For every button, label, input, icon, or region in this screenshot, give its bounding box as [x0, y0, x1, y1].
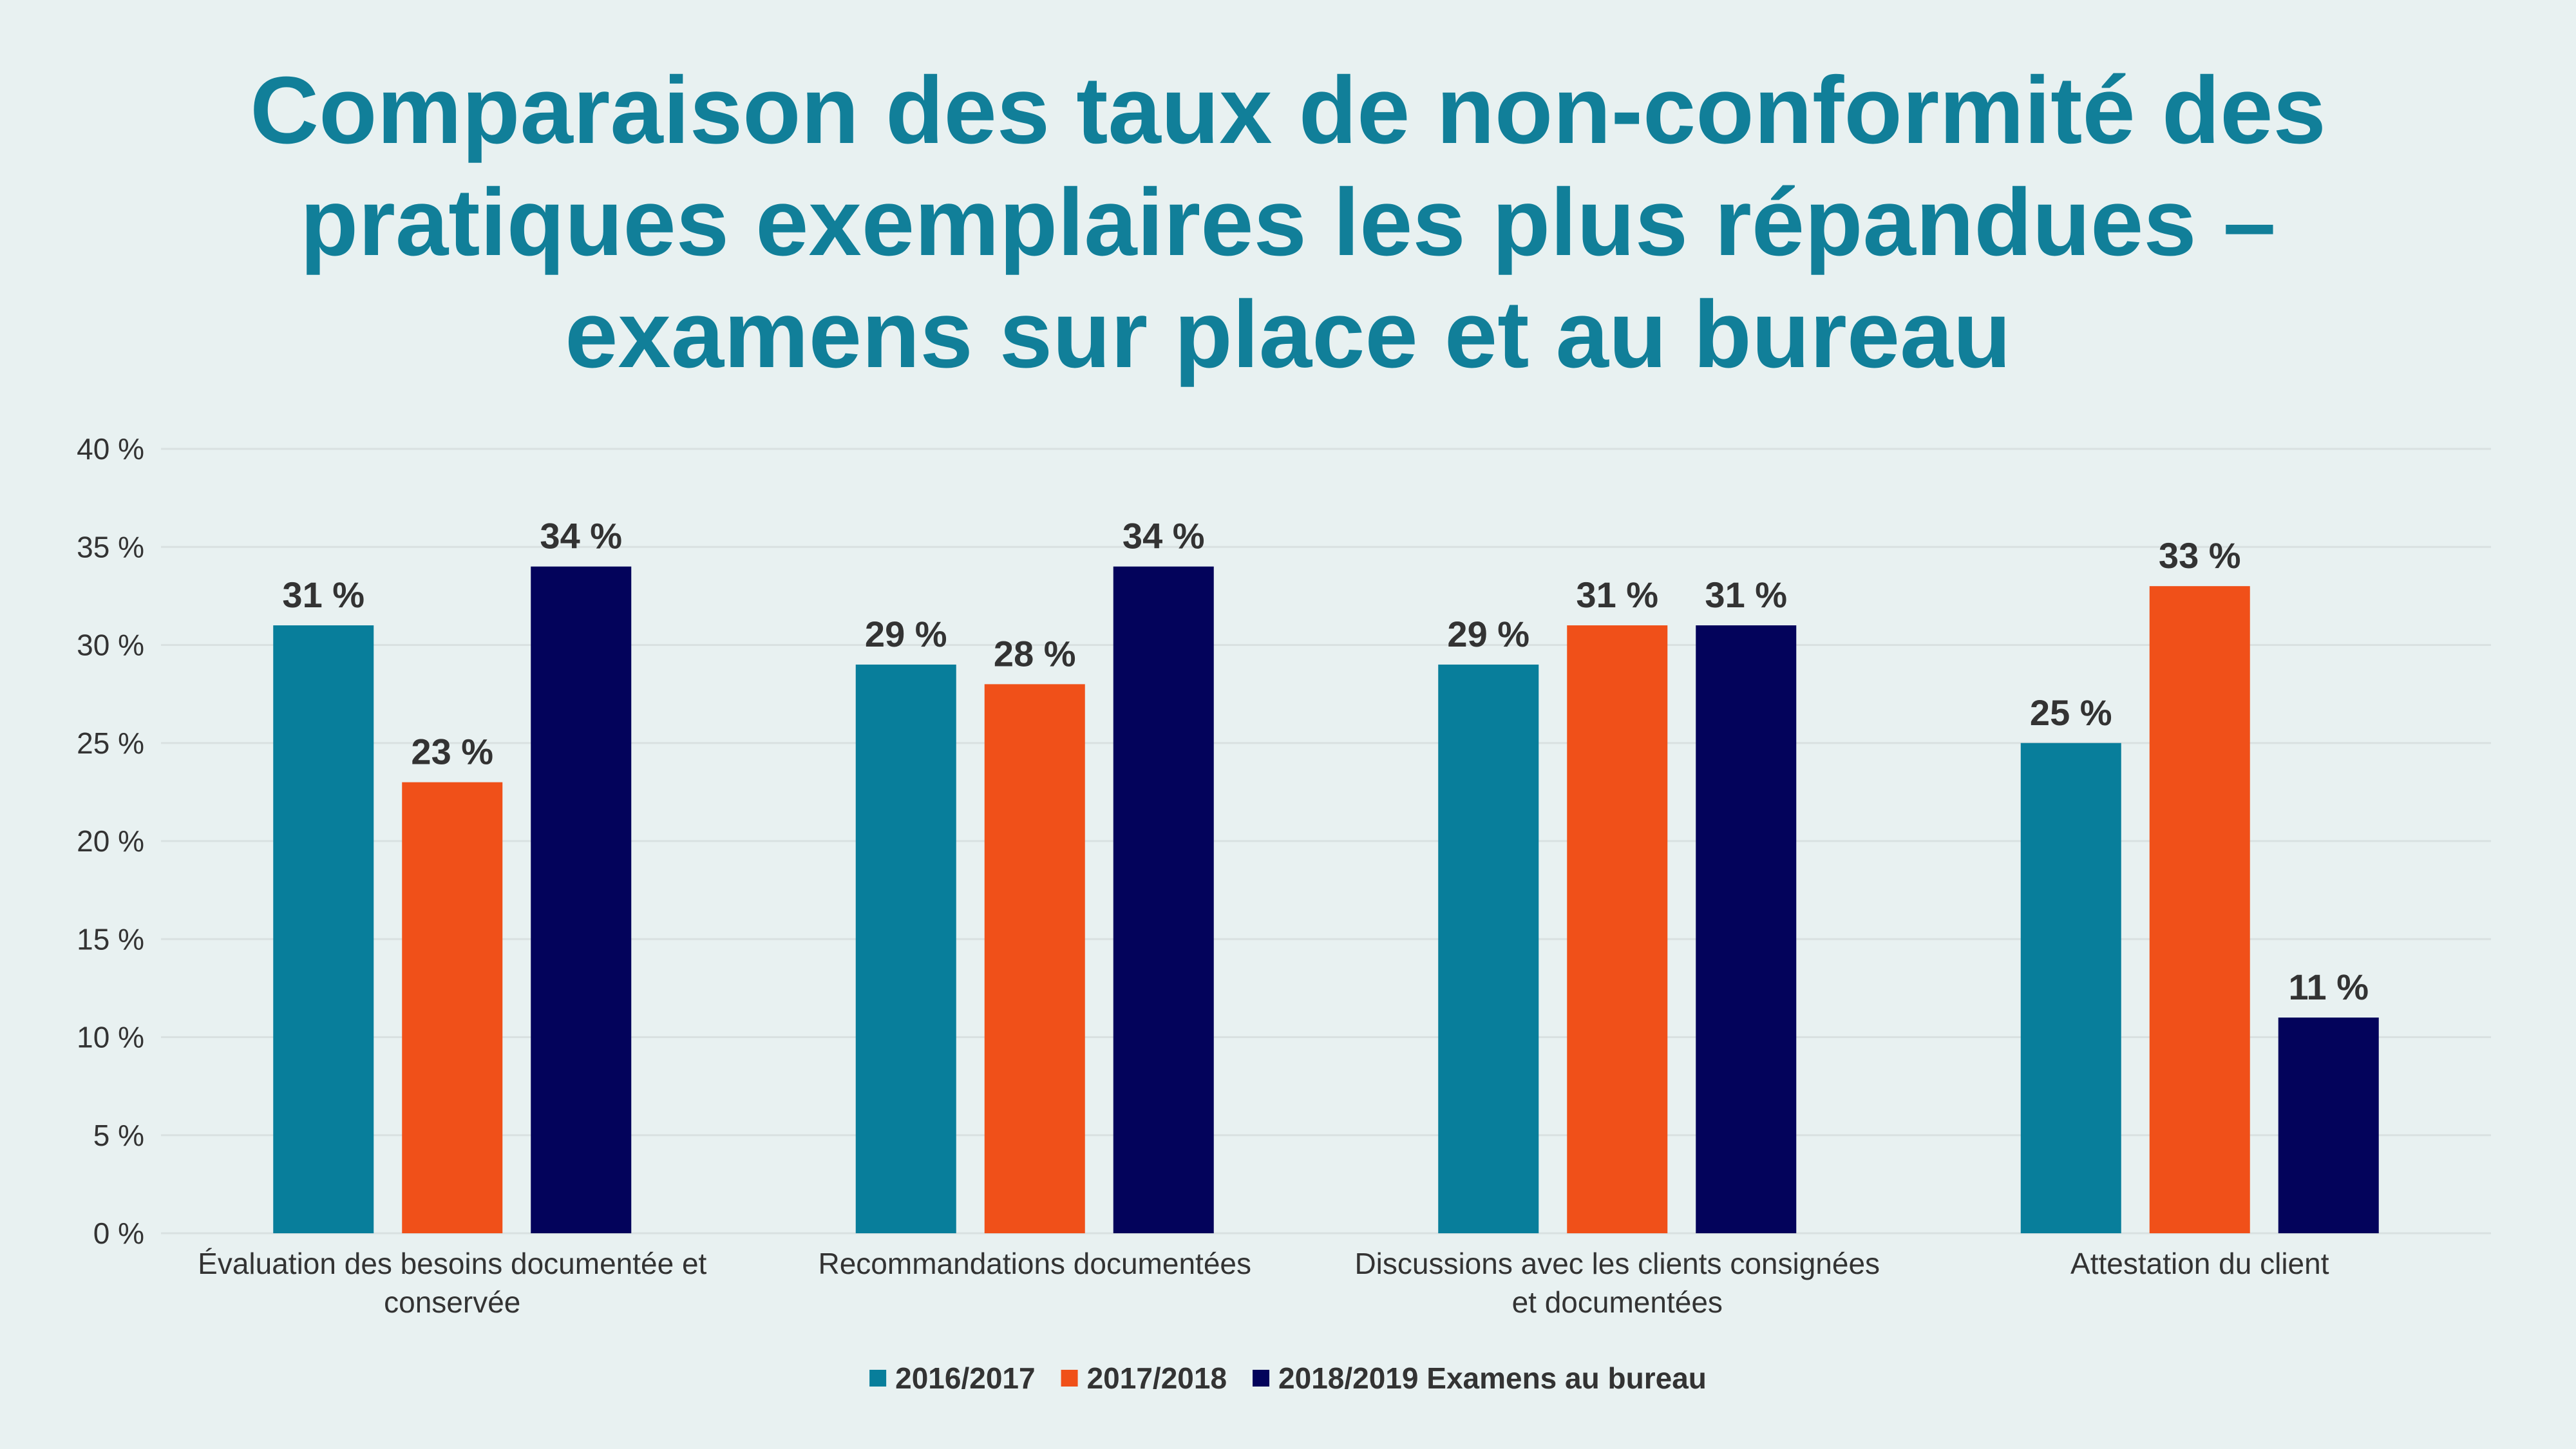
data-label: 31 % — [282, 574, 365, 615]
bar — [2278, 1018, 2379, 1233]
y-tick-label: 35 % — [77, 530, 144, 564]
y-tick-label: 5 % — [93, 1119, 144, 1152]
legend-label: 2018/2019 Examens au bureau — [1278, 1361, 1707, 1395]
bar — [2149, 586, 2250, 1233]
data-label: 25 % — [2030, 692, 2112, 733]
bar — [2020, 743, 2121, 1233]
bar — [273, 625, 374, 1233]
legend-label: 2016/2017 — [895, 1361, 1035, 1395]
bar — [855, 664, 956, 1233]
bar — [1567, 625, 1668, 1233]
data-label: 33 % — [2159, 535, 2241, 576]
bar — [984, 684, 1085, 1233]
y-tick-label: 10 % — [77, 1021, 144, 1054]
data-label: 31 % — [1576, 574, 1658, 615]
data-label: 29 % — [865, 614, 947, 654]
category-label: Évaluation des besoins documentée et — [198, 1247, 706, 1280]
y-tick-label: 20 % — [77, 824, 144, 858]
category-label: Attestation du client — [2070, 1247, 2329, 1280]
legend-swatch — [1061, 1370, 1078, 1387]
y-tick-label: 40 % — [77, 432, 144, 466]
chart-title: Comparaison des taux de non-conformité d… — [129, 55, 2447, 391]
data-label: 23 % — [411, 732, 493, 772]
legend-swatch — [869, 1370, 887, 1387]
data-label: 11 % — [2288, 967, 2369, 1007]
chart-title-line-2: pratiques exemplaires les plus répandues… — [299, 169, 2277, 276]
category-label: et documentées — [1512, 1285, 1723, 1319]
data-label: 28 % — [994, 633, 1076, 674]
category-label: conservée — [384, 1285, 520, 1319]
y-tick-label: 0 % — [93, 1217, 144, 1250]
chart-title-line-1: Comparaison des taux de non-conformité d… — [250, 57, 2326, 164]
category-label: Recommandations documentées — [819, 1247, 1251, 1280]
bar — [1696, 625, 1797, 1233]
y-tick-label: 15 % — [77, 922, 144, 956]
bar — [531, 566, 632, 1234]
bar — [402, 782, 503, 1233]
data-label: 34 % — [1122, 516, 1205, 556]
legend-label: 2017/2018 — [1087, 1361, 1227, 1395]
legend-swatch — [1253, 1370, 1270, 1387]
bar — [1438, 664, 1539, 1233]
y-tick-label: 30 % — [77, 629, 144, 662]
y-tick-label: 25 % — [77, 726, 144, 760]
category-label: Discussions avec les clients consignées — [1354, 1247, 1880, 1280]
chart-title-line-3: examens sur place et au bureau — [565, 281, 2011, 388]
data-label: 31 % — [1705, 574, 1787, 615]
data-label: 29 % — [1447, 614, 1530, 654]
bar — [1113, 566, 1214, 1234]
data-label: 34 % — [540, 516, 622, 556]
